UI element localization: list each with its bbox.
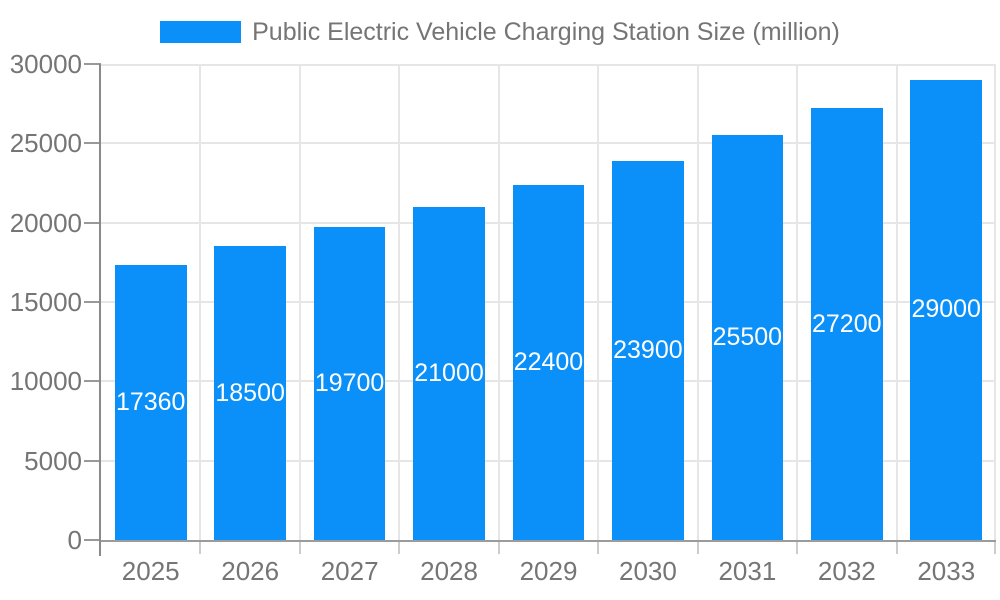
bar-group: 21000 bbox=[399, 64, 498, 540]
y-axis-tick-mark bbox=[84, 142, 101, 145]
x-axis-tick-mark bbox=[696, 540, 699, 554]
bar[interactable]: 19700 bbox=[313, 227, 386, 540]
x-axis-tick-label: 2032 bbox=[817, 556, 876, 586]
bar-value-label: 18500 bbox=[215, 378, 285, 407]
bar-group: 22400 bbox=[499, 64, 598, 540]
bar-value-label: 17360 bbox=[115, 387, 186, 416]
x-axis-tick-mark bbox=[199, 540, 202, 554]
gridline bbox=[199, 64, 202, 540]
bar[interactable]: 27200 bbox=[810, 108, 883, 540]
gridline bbox=[796, 64, 799, 540]
bar[interactable]: 25500 bbox=[711, 135, 784, 540]
bar[interactable]: 29000 bbox=[910, 79, 982, 540]
gridline bbox=[398, 64, 401, 540]
x-axis-tick-label: 2025 bbox=[121, 556, 180, 586]
y-axis-tick-mark bbox=[84, 221, 101, 224]
gridline bbox=[696, 64, 699, 540]
y-axis-line bbox=[99, 64, 101, 556]
x-axis-tick-mark bbox=[398, 540, 401, 554]
x-axis-tick-label: 2033 bbox=[917, 556, 976, 586]
y-axis-tick-label: 15000 bbox=[9, 287, 82, 317]
legend-label: Public Electric Vehicle Charging Station… bbox=[252, 17, 840, 46]
legend-item[interactable]: Public Electric Vehicle Charging Station… bbox=[160, 18, 840, 47]
gridline bbox=[298, 64, 301, 540]
bar-group: 17360 bbox=[101, 64, 200, 540]
x-axis-tick-mark bbox=[994, 540, 996, 554]
bar-value-label: 29000 bbox=[911, 295, 981, 324]
x-axis-tick-label: 2030 bbox=[619, 556, 677, 586]
y-axis-tick-label: 0 bbox=[67, 525, 82, 555]
bars: 17360 18500 19700 21000 22400 23900 25500 27200… bbox=[101, 64, 996, 540]
x-axis-tick-mark bbox=[597, 540, 600, 554]
bar-group: 19700 bbox=[300, 64, 399, 540]
bar-value-label: 27200 bbox=[812, 309, 882, 338]
x-axis-tick-mark bbox=[796, 540, 799, 554]
gridline bbox=[101, 64, 996, 66]
y-axis-tick-mark bbox=[84, 301, 101, 303]
bar-value-label: 22400 bbox=[513, 347, 584, 376]
y-axis-tick-mark bbox=[84, 459, 101, 462]
bar-group: 25500 bbox=[698, 64, 797, 540]
y-axis-tick-label: 20000 bbox=[9, 207, 82, 238]
gridline bbox=[497, 64, 500, 540]
x-axis-tick-mark bbox=[497, 540, 500, 554]
x-axis-tick-label: 2027 bbox=[320, 556, 379, 586]
x-axis-tick-label: 2031 bbox=[718, 556, 777, 586]
y-axis-tick-label: 25000 bbox=[9, 128, 82, 159]
bar-value-label: 23900 bbox=[613, 335, 683, 364]
bar[interactable]: 22400 bbox=[512, 184, 585, 540]
y-axis-tick-mark bbox=[84, 63, 101, 65]
x-axis-tick-label: 2028 bbox=[420, 556, 478, 586]
legend-swatch bbox=[160, 21, 242, 43]
gridline bbox=[101, 142, 996, 145]
bar-value-label: 19700 bbox=[314, 369, 385, 398]
bar-group: 27200 bbox=[797, 64, 896, 540]
bar-value-label: 21000 bbox=[414, 358, 484, 387]
bar-group: 23900 bbox=[598, 64, 697, 540]
y-axis-tick-label: 5000 bbox=[24, 445, 82, 476]
x-axis-tick-mark bbox=[298, 540, 301, 554]
x-axis-tick-label: 2026 bbox=[221, 556, 280, 586]
gridline bbox=[597, 64, 600, 540]
y-axis-tick-mark bbox=[84, 539, 101, 541]
bar[interactable]: 17360 bbox=[114, 264, 187, 540]
x-axis-tick-label: 2029 bbox=[519, 556, 578, 586]
y-axis-tick-label: 10000 bbox=[9, 366, 82, 397]
legend: Public Electric Vehicle Charging Station… bbox=[0, 16, 1000, 48]
x-axis-line bbox=[99, 540, 996, 542]
bar[interactable]: 18500 bbox=[214, 246, 286, 540]
y-axis-tick-label: 30000 bbox=[9, 49, 82, 79]
bar-group: 18500 bbox=[200, 64, 299, 540]
gridline bbox=[895, 64, 898, 540]
y-axis-tick-mark bbox=[84, 380, 101, 383]
gridline bbox=[994, 64, 996, 540]
plot-area: 17360 18500 19700 21000 22400 23900 25500 27200… bbox=[99, 64, 996, 556]
x-axis-tick-mark bbox=[895, 540, 898, 554]
bar[interactable]: 23900 bbox=[612, 160, 684, 540]
bar[interactable]: 21000 bbox=[413, 206, 485, 540]
bar-value-label: 25500 bbox=[712, 323, 783, 352]
bar-group: 29000 bbox=[897, 64, 996, 540]
